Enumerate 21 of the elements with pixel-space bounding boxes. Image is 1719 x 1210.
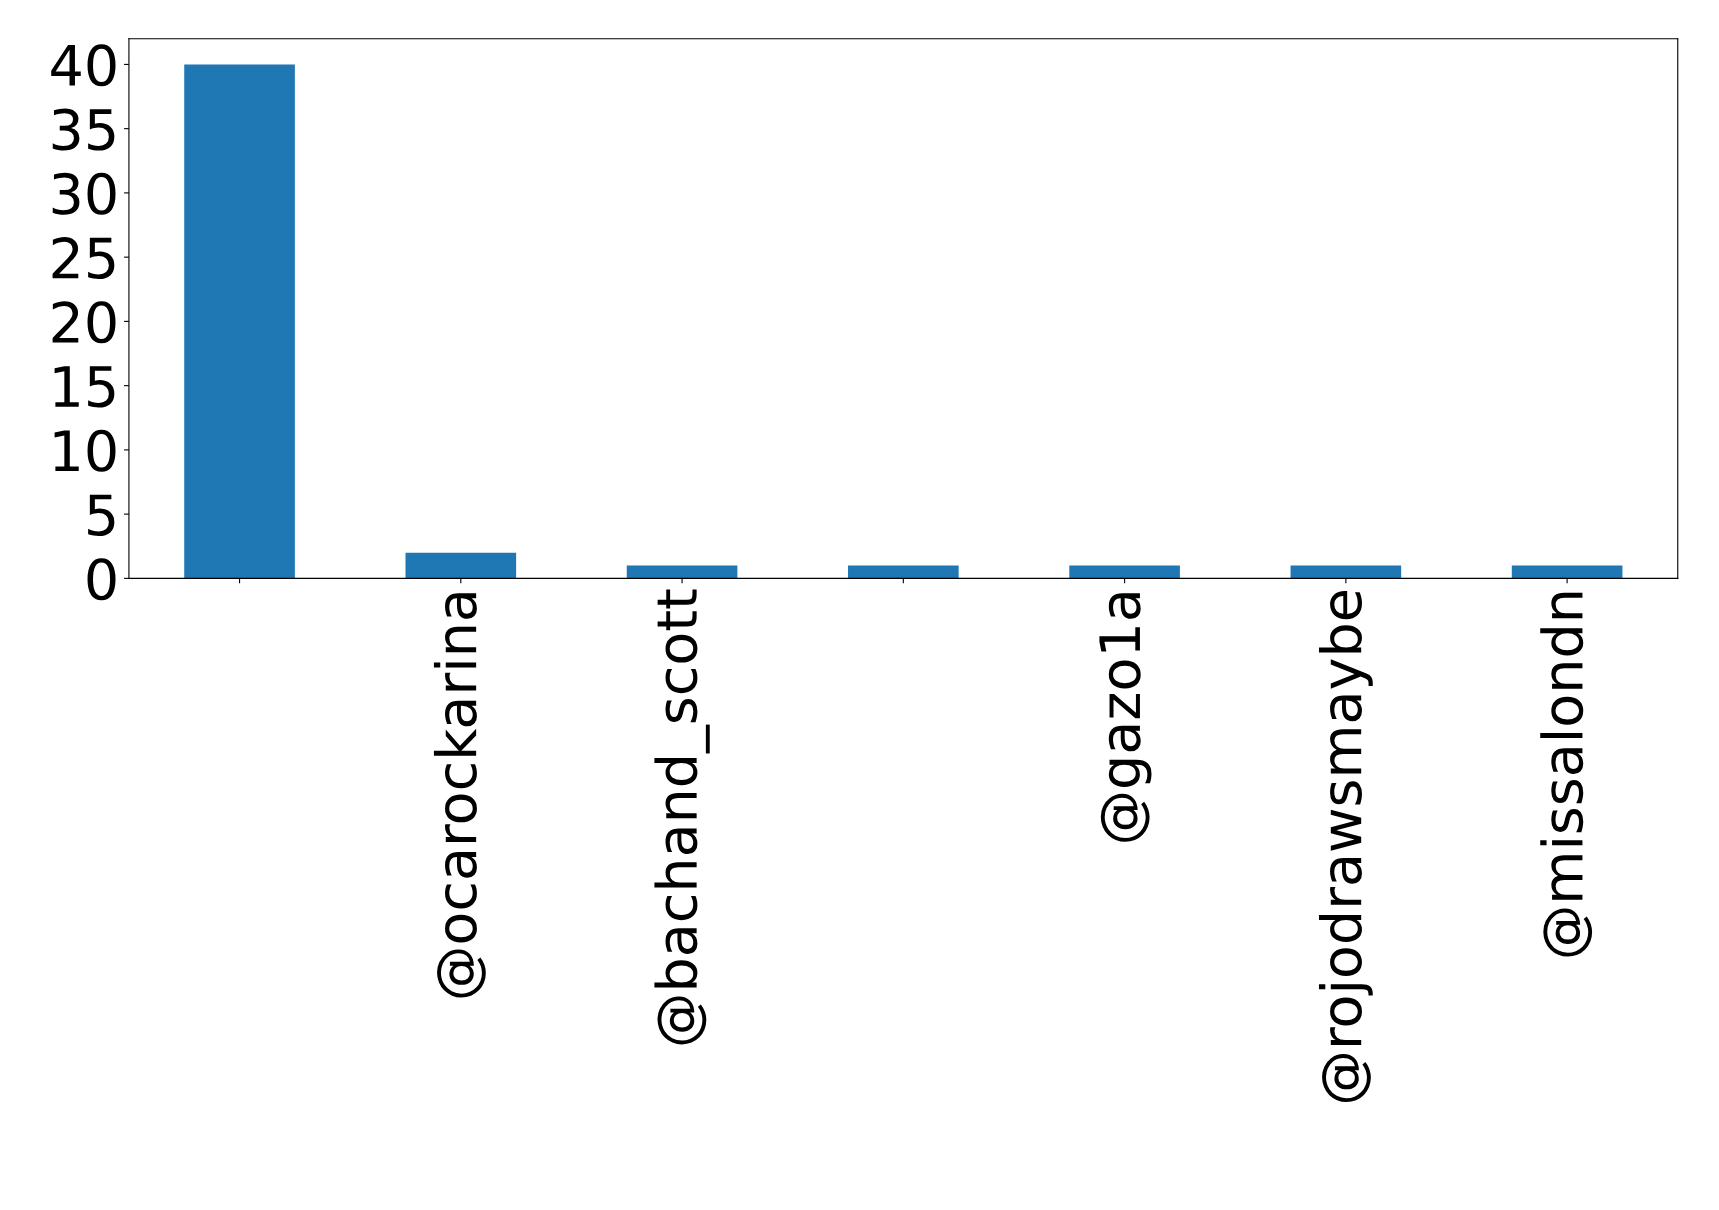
bar xyxy=(1069,565,1180,579)
bar xyxy=(405,552,517,579)
bar xyxy=(848,565,959,579)
y-tick-label: 5 xyxy=(88,494,115,537)
y-tick-label: 20 xyxy=(52,301,116,344)
y-tick-label: 0 xyxy=(87,558,116,601)
x-tick-label: @ocarockarina xyxy=(433,593,486,998)
bar xyxy=(1511,565,1623,579)
x-tick-label: @gazo1a xyxy=(1099,593,1152,842)
bar xyxy=(184,64,295,579)
bar xyxy=(626,565,738,579)
y-tick-label: 10 xyxy=(54,429,116,472)
x-tick-label: @rojodrawsmaybe xyxy=(1318,591,1373,1103)
y-tick-label: 40 xyxy=(51,44,116,87)
x-tick-label: @bachand_scott xyxy=(654,589,710,1045)
y-tick-label: 35 xyxy=(52,108,115,151)
x-tick-label: @missalondn xyxy=(1540,592,1593,957)
y-tick-label: 15 xyxy=(54,366,115,408)
y-tick-label: 30 xyxy=(52,172,116,215)
bar xyxy=(1290,565,1402,579)
y-tick-label: 25 xyxy=(52,237,115,280)
